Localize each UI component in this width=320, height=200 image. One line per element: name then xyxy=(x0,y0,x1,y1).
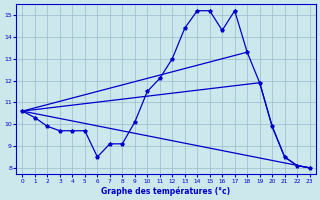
X-axis label: Graphe des températures (°c): Graphe des températures (°c) xyxy=(101,186,231,196)
